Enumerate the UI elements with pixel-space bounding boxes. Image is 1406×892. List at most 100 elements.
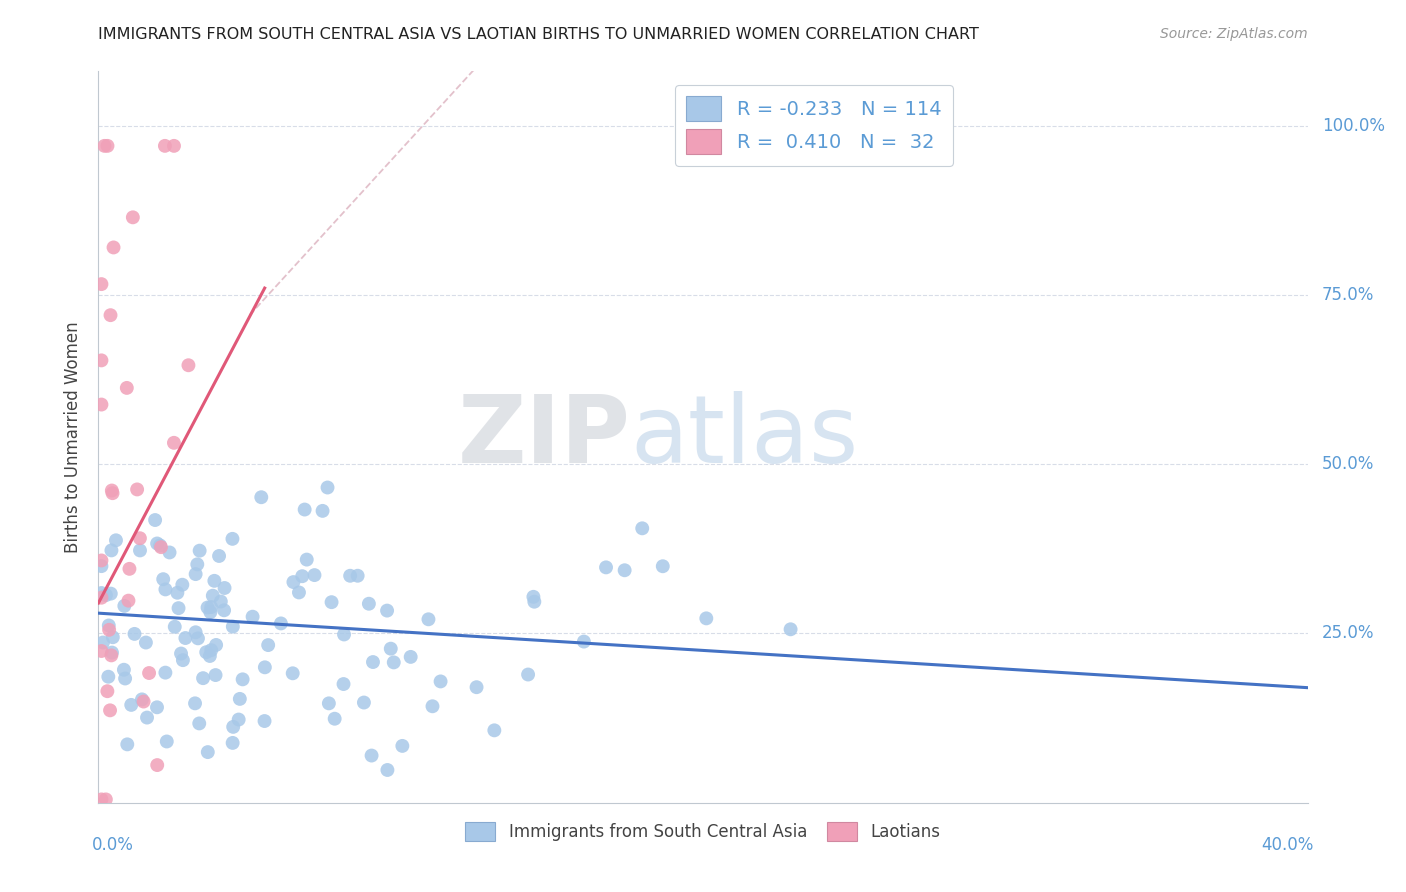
Point [332, 677, 354, 691]
Point [572, 634, 595, 648]
Point [131, 692, 153, 706]
Point [361, 655, 384, 669]
Text: 50.0%: 50.0% [1322, 455, 1375, 473]
Text: atlas: atlas [630, 391, 859, 483]
Point [112, 599, 135, 613]
Point [149, 538, 172, 552]
Point [346, 568, 368, 582]
Point [100, 586, 122, 600]
Text: 75.0%: 75.0% [1322, 285, 1375, 304]
Point [101, 646, 124, 660]
Point [187, 632, 209, 646]
Point [200, 600, 222, 615]
Point [205, 638, 228, 652]
Point [101, 630, 124, 644]
Point [422, 699, 444, 714]
Point [103, 240, 125, 254]
Text: 25.0%: 25.0% [1322, 624, 1375, 642]
Point [146, 758, 169, 772]
Point [613, 563, 636, 577]
Point [380, 641, 402, 656]
Point [155, 665, 177, 680]
Point [98, 703, 121, 717]
Point [221, 736, 243, 750]
Point [197, 600, 219, 615]
Point [222, 720, 245, 734]
Point [167, 601, 190, 615]
Point [101, 486, 124, 500]
Point [418, 612, 440, 626]
Point [208, 549, 231, 563]
Point [146, 700, 169, 714]
Point [138, 666, 160, 681]
Point [177, 358, 200, 372]
Point [250, 490, 273, 504]
Point [163, 435, 186, 450]
Point [146, 536, 169, 550]
Point [399, 649, 422, 664]
Point [104, 533, 127, 548]
Point [97, 670, 120, 684]
Point [97, 618, 120, 632]
Point [120, 698, 142, 712]
Text: 40.0%: 40.0% [1261, 836, 1313, 854]
Text: 100.0%: 100.0% [1322, 117, 1385, 135]
Point [118, 562, 141, 576]
Point [112, 663, 135, 677]
Point [129, 543, 152, 558]
Point [321, 595, 343, 609]
Point [114, 672, 136, 686]
Point [204, 668, 226, 682]
Point [132, 694, 155, 708]
Point [484, 723, 506, 738]
Point [135, 635, 157, 649]
Point [779, 622, 801, 636]
Point [316, 481, 339, 495]
Point [96, 139, 118, 153]
Point [90, 553, 112, 567]
Point [382, 656, 405, 670]
Point [523, 595, 546, 609]
Point [222, 619, 245, 633]
Point [281, 666, 304, 681]
Point [136, 710, 159, 724]
Point [229, 692, 252, 706]
Point [228, 713, 250, 727]
Point [283, 575, 305, 590]
Point [195, 645, 218, 659]
Point [94, 588, 117, 602]
Point [115, 381, 138, 395]
Point [212, 603, 235, 617]
Point [101, 483, 124, 498]
Point [311, 504, 333, 518]
Point [377, 763, 399, 777]
Point [90, 353, 112, 368]
Point [200, 643, 222, 657]
Point [188, 716, 211, 731]
Text: 0.0%: 0.0% [93, 836, 134, 854]
Point [90, 586, 112, 600]
Point [288, 585, 311, 599]
Point [156, 734, 179, 748]
Point [184, 696, 207, 710]
Point [124, 627, 146, 641]
Point [129, 531, 152, 545]
Point [174, 631, 197, 645]
Point [184, 567, 207, 582]
Text: Source: ZipAtlas.com: Source: ZipAtlas.com [1160, 27, 1308, 41]
Point [214, 581, 236, 595]
Point [143, 513, 166, 527]
Point [150, 540, 173, 554]
Point [170, 647, 193, 661]
Point [522, 590, 544, 604]
Point [304, 568, 326, 582]
Point [153, 139, 176, 153]
Point [198, 648, 221, 663]
Point [90, 644, 112, 658]
Point [695, 611, 717, 625]
Point [375, 604, 398, 618]
Point [391, 739, 413, 753]
Point [166, 586, 188, 600]
Point [186, 558, 208, 572]
Y-axis label: Births to Unmarried Women: Births to Unmarried Women [65, 321, 83, 553]
